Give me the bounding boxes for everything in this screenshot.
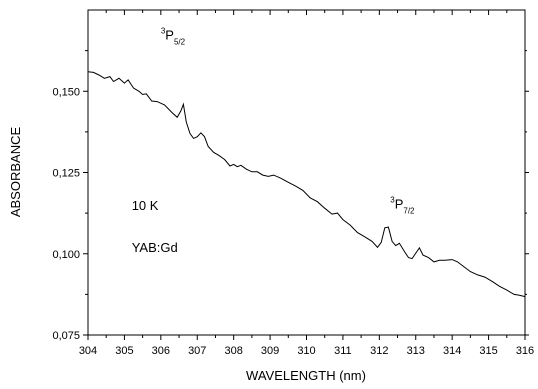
x-tick-label: 316 [516,345,534,357]
y-axis-ticks: 0,075 0,100 0,125 0,150 [52,50,529,342]
x-tick-label: 314 [443,345,461,357]
x-tick-label: 309 [261,345,279,357]
x-axis-title: WAVELENGTH (nm) [246,368,366,383]
x-tick-label: 310 [297,345,315,357]
x-tick-label: 311 [334,345,352,357]
term-symbol-label: 3P5/2 [161,26,186,46]
term-subscript: 5/2 [174,37,186,46]
x-tick-label: 304 [79,345,97,357]
y-axis-title: ABSORBANCE [8,127,23,218]
x-tick-label: 315 [479,345,497,357]
term-superscript: 3 [390,195,395,204]
x-tick-label: 308 [224,345,242,357]
annotation-label: 10 K [132,198,159,213]
x-tick-label: 307 [188,345,206,357]
plot-frame [87,9,526,336]
term-superscript: 3 [161,26,166,35]
y-tick-label: 0,075 [52,330,80,342]
x-axis-ticks: 304 305 306 307 308 309 310 311 312 313 314 315 316 [79,10,534,357]
x-tick-label: 313 [407,345,425,357]
x-tick-label: 312 [370,345,388,357]
term-subscript: 7/2 [403,206,415,215]
y-tick-label: 0,125 [52,168,80,180]
term-letter: P [395,196,404,211]
x-tick-label: 305 [115,345,133,357]
term-symbol-label: 3P7/2 [390,195,415,215]
y-tick-label: 0,100 [52,249,80,261]
term-letter: P [165,27,174,42]
y-tick-label: 0,150 [52,86,80,98]
annotation-label: YAB:Gd [132,240,178,255]
x-tick-label: 306 [152,345,170,357]
absorbance-series-line [87,71,526,298]
